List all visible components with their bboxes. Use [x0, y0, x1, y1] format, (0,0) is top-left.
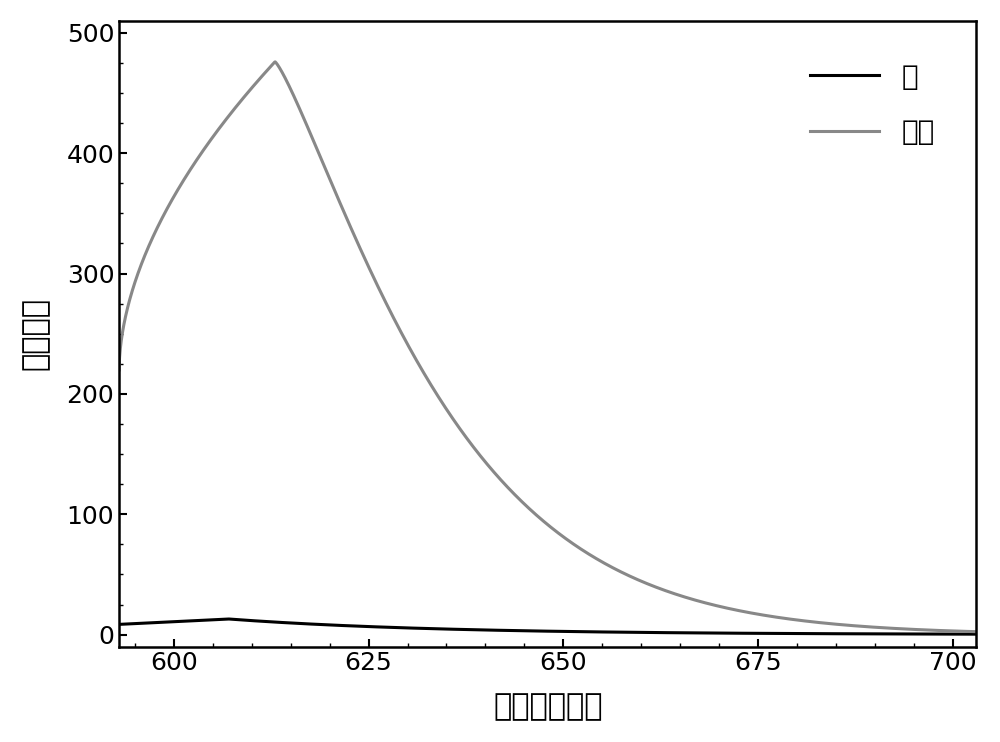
水	[946, 630, 958, 639]
乙醇	[789, 615, 801, 624]
Legend: 水, 乙醇: 水, 乙醇	[782, 35, 963, 174]
乙醇	[946, 626, 958, 635]
Line: 水: 水	[119, 619, 976, 634]
水	[222, 614, 234, 623]
乙醇	[269, 57, 281, 66]
水	[113, 620, 125, 628]
水	[530, 626, 542, 635]
乙醇	[508, 489, 520, 498]
乙醇	[157, 212, 169, 221]
乙醇	[530, 510, 542, 519]
水	[970, 630, 982, 639]
乙醇	[970, 627, 982, 636]
乙醇	[113, 365, 125, 374]
水	[789, 629, 801, 638]
X-axis label: 波长（纳米）: 波长（纳米）	[493, 692, 603, 721]
乙醇	[946, 626, 958, 635]
水	[508, 626, 520, 635]
Line: 乙醇: 乙醇	[119, 62, 976, 631]
Y-axis label: 荧光强度: 荧光强度	[21, 298, 50, 370]
水	[157, 618, 169, 627]
水	[946, 630, 958, 639]
